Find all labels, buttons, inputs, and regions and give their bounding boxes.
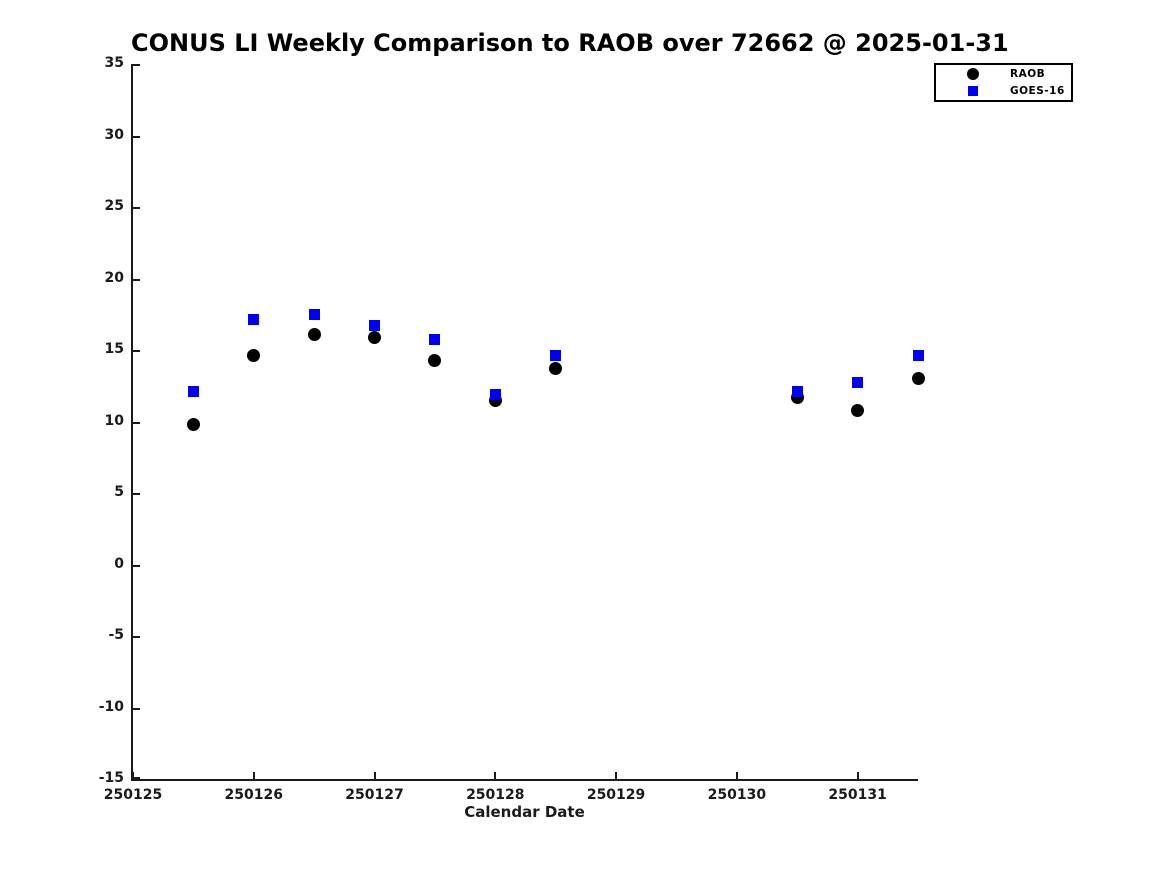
x-tick-label: 250126 [224,787,283,803]
raob-marker [428,353,442,367]
y-tick [133,707,140,710]
y-tick [133,278,140,281]
x-tick [373,772,376,779]
x-tick-label: 250130 [707,787,767,803]
raob-marker [247,349,261,363]
goes-16-marker [248,314,260,326]
raob-marker [307,327,321,341]
legend-swatch-cell [936,86,1010,96]
y-tick [133,421,140,424]
legend-label-raob: RAOB [1010,68,1046,80]
legend-row-raob: RAOB [936,66,1071,83]
y-tick [133,135,140,138]
x-tick [735,772,738,779]
x-tick [615,772,618,779]
raob-marker [851,403,865,417]
x-tick [494,772,497,779]
goes-16-marker [489,388,501,400]
goes-16-marker [369,320,381,332]
y-tick-label: 25 [104,198,124,214]
raob-marker [368,330,382,344]
goes-16-marker [429,334,441,346]
goes-16-marker [550,350,562,362]
y-tick-label: -10 [98,698,124,715]
x-tick-label: 250131 [828,787,887,803]
goes-16-marker [912,350,924,362]
x-tick-label: 250128 [466,787,525,803]
goes-16-square-icon [968,86,978,96]
y-tick-label: 5 [114,484,124,500]
x-tick [252,772,255,779]
y-tick [133,350,140,352]
x-tick [132,772,134,779]
goes-16-marker [187,385,199,397]
y-tick [133,777,140,779]
y-tick [133,564,140,567]
y-tick-label: 10 [104,412,124,429]
y-tick-label: 30 [104,126,124,143]
legend-label-goes-16: GOES-16 [1010,85,1065,97]
y-tick-label: 35 [104,55,124,71]
x-axis-label: Calendar Date [464,803,585,821]
y-tick [133,493,140,495]
y-tick-label: 20 [104,269,124,286]
y-tick [133,207,140,209]
y-tick-label: -15 [98,770,124,786]
legend-row-goes-16: GOES-16 [936,83,1071,100]
y-tick-label: 0 [114,555,124,572]
y-tick [133,636,140,638]
legend-swatch-cell [936,68,1010,80]
goes-16-marker [791,385,803,397]
x-tick [856,772,859,779]
x-tick-label: 250127 [345,787,404,803]
raob-circle-icon [967,68,979,80]
raob-marker [186,417,200,431]
plot-area: 250125 250126 250127 250128 250129 250130 2501… [99,55,925,803]
chart-title: CONUS LI Weekly Comparison to RAOB over … [131,29,1009,57]
y-tick [133,64,140,66]
goes-16-marker [308,308,320,320]
goes-16-marker [852,377,864,389]
y-tick-label: 15 [104,341,124,357]
y-tick-label: -5 [108,627,124,643]
legend: RAOB GOES-16 [934,63,1073,102]
raob-marker [549,362,563,376]
x-tick-label: 250125 [103,787,163,803]
raob-marker [911,372,925,386]
x-tick-label: 250129 [586,787,646,803]
